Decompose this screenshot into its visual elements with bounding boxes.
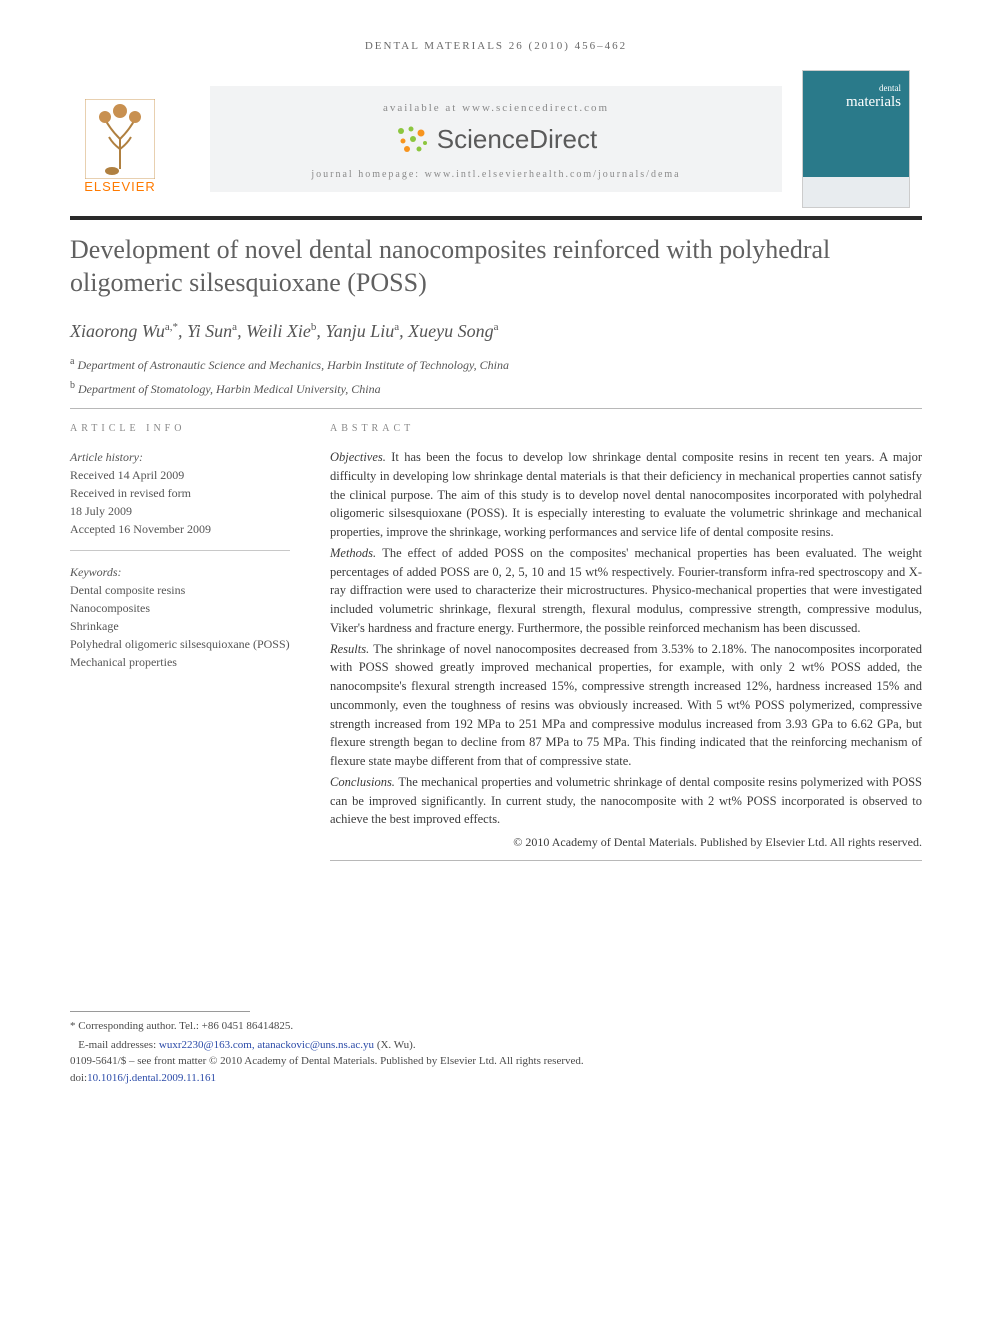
affiliation-line: b Department of Stomatology, Harbin Medi… [70, 378, 922, 398]
keywords-label: Keywords: [70, 563, 290, 581]
author-list: Xiaorong Wua,*, Yi Suna, Weili Xieb, Yan… [70, 321, 922, 342]
rule-thin-abstract-end [330, 860, 922, 861]
abstract-section-label: Methods. [330, 546, 382, 560]
article-history-block: Article history: Received 14 April 2009R… [70, 448, 290, 538]
keyword-item: Shrinkage [70, 617, 290, 635]
two-column-layout: ARTICLE INFO Article history: Received 1… [70, 423, 922, 871]
affiliation-line: a Department of Astronautic Science and … [70, 354, 922, 374]
journal-homepage-text: journal homepage: www.intl.elsevierhealt… [220, 169, 772, 180]
keyword-item: Polyhedral oligomeric silsesquioxane (PO… [70, 635, 290, 653]
history-line: Accepted 16 November 2009 [70, 520, 290, 538]
abstract-section-label: Objectives. [330, 450, 391, 464]
sciencedirect-logo: ScienceDirect [395, 124, 597, 155]
doi-line: doi:10.1016/j.dental.2009.11.161 [70, 1070, 922, 1087]
keyword-item: Nanocomposites [70, 599, 290, 617]
email-addresses[interactable]: wuxr2230@163.com, atanackovic@uns.ns.ac.… [159, 1039, 374, 1051]
sciencedirect-wordmark: ScienceDirect [437, 124, 597, 155]
history-label: Article history: [70, 448, 290, 466]
abstract-copyright: © 2010 Academy of Dental Materials. Publ… [330, 835, 922, 850]
page-footer: * Corresponding author. Tel.: +86 0451 8… [70, 1011, 922, 1086]
corresponding-author: * Corresponding author. Tel.: +86 0451 8… [70, 1018, 922, 1035]
abstract-paragraph: Results. The shrinkage of novel nanocomp… [330, 640, 922, 771]
abstract-paragraph: Methods. The effect of added POSS on the… [330, 544, 922, 638]
keyword-item: Mechanical properties [70, 653, 290, 671]
keywords-block: Keywords: Dental composite resinsNanocom… [70, 563, 290, 671]
cover-strip [803, 177, 909, 207]
article-info-heading: ARTICLE INFO [70, 423, 290, 434]
elsevier-logo: ELSEVIER [70, 84, 170, 194]
affiliations: a Department of Astronautic Science and … [70, 354, 922, 398]
history-line: Received in revised form [70, 484, 290, 502]
abstract-section-label: Conclusions. [330, 775, 398, 789]
journal-cover-thumbnail: dental materials [802, 70, 910, 208]
elsevier-tree-icon [85, 99, 155, 179]
keyword-item: Dental composite resins [70, 581, 290, 599]
doi-link[interactable]: 10.1016/j.dental.2009.11.161 [87, 1072, 216, 1084]
abstract-body: Objectives. It has been the focus to dev… [330, 448, 922, 829]
rule-thin-1 [70, 408, 922, 409]
abstract-paragraph: Conclusions. The mechanical properties a… [330, 773, 922, 829]
article-info-column: ARTICLE INFO Article history: Received 1… [70, 423, 290, 871]
history-line: 18 July 2009 [70, 502, 290, 520]
front-matter-line: 0109-5641/$ – see front matter © 2010 Ac… [70, 1053, 922, 1070]
available-at-text: available at www.sciencedirect.com [220, 102, 772, 114]
abstract-heading: ABSTRACT [330, 423, 922, 434]
abstract-column: ABSTRACT Objectives. It has been the foc… [330, 423, 922, 871]
email-line: E-mail addresses: wuxr2230@163.com, atan… [70, 1037, 922, 1054]
cover-title: dental materials [846, 81, 901, 111]
info-divider-1 [70, 550, 290, 551]
elsevier-wordmark: ELSEVIER [84, 179, 156, 194]
article-title: Development of novel dental nanocomposit… [70, 234, 922, 299]
abstract-paragraph: Objectives. It has been the focus to dev… [330, 448, 922, 542]
sciencedirect-icon [395, 125, 431, 155]
abstract-section-label: Results. [330, 642, 373, 656]
journal-banner: ELSEVIER available at www.sciencedirect.… [70, 70, 922, 208]
banner-center: available at www.sciencedirect.com Scien… [210, 86, 782, 192]
rule-thick-top [70, 216, 922, 220]
history-line: Received 14 April 2009 [70, 466, 290, 484]
footer-rule [70, 1011, 250, 1012]
running-head: DENTAL MATERIALS 26 (2010) 456–462 [70, 40, 922, 52]
